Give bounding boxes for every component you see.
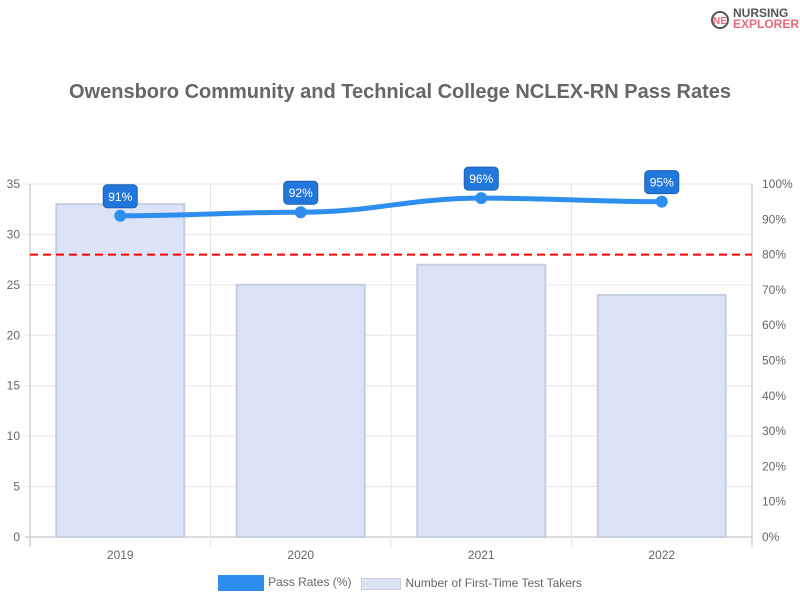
y-tick-label-right: 50% [762,354,786,368]
data-label: 92% [289,186,313,200]
y-tick-label-right: 60% [762,318,786,332]
y-tick-label-right: 0% [762,530,780,544]
y-tick-label-left: 15 [7,379,21,393]
legend: Pass Rates (%) Number of First-Time Test… [0,575,800,591]
data-label-box [463,166,499,191]
data-point [655,195,668,208]
legend-swatch [218,575,265,591]
logo-line1: NURSING [733,6,789,20]
y-tick-label-right: 90% [762,212,786,226]
x-tick-label: 2021 [468,548,495,562]
data-point [114,209,127,222]
nursing-explorer-logo: NE NURSING EXPLORER [710,6,800,31]
legend-item-test-takers[interactable]: Number of First-Time Test Takers [361,576,582,590]
legend-item-pass-rates[interactable]: Pass Rates (%) [218,575,351,591]
legend-label: Pass Rates (%) [268,575,352,590]
y-tick-label-left: 0 [13,530,20,544]
line-series [120,195,662,219]
y-tick-label-right: 100% [762,177,793,191]
y-tick-label-left: 25 [7,278,21,292]
y-tick-label-right: 30% [762,424,786,438]
y-tick-label-left: 30 [7,227,21,241]
chart-title: Owensboro Community and Technical Colleg… [69,81,731,103]
data-point [475,192,488,205]
legend-swatch [361,577,402,590]
x-tick-label: 2020 [287,548,314,562]
logo-line2: EXPLORER [733,17,800,31]
y-tick-label-left: 5 [13,480,20,494]
data-label: 91% [108,190,132,204]
data-label: 95% [650,176,674,190]
data-label-box [644,170,680,195]
y-tick-label-left: 20 [7,328,21,342]
y-tick-label-left: 10 [7,429,21,443]
y-tick-label-left: 35 [7,177,21,191]
bar [55,203,186,539]
data-label-box [102,184,138,209]
y-tick-label-right: 20% [762,459,786,473]
bar [596,293,727,539]
data-label-box [283,180,319,205]
legend-label: Number of First-Time Test Takers [405,576,582,590]
bar [235,283,366,538]
logo-icon: NE [711,11,729,29]
x-tick-label: 2022 [648,548,675,562]
svg-text:NE: NE [713,16,727,27]
bar [416,263,547,538]
y-tick-label-right: 40% [762,389,786,403]
y-tick-label-right: 70% [762,283,786,297]
data-point [294,206,307,219]
x-tick-label: 2019 [107,548,134,562]
data-label: 96% [469,172,493,186]
y-tick-label-right: 10% [762,495,786,509]
y-tick-label-right: 80% [762,248,786,262]
